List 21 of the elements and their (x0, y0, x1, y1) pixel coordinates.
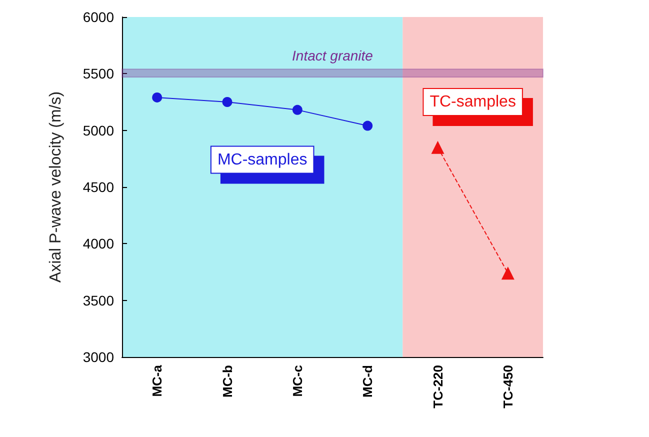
point (292, 104, 302, 115)
y-tick-label: 3500 (82, 292, 114, 308)
band-label: TC-samples (430, 94, 516, 110)
point (152, 92, 162, 102)
band-label: MC-samples (217, 151, 308, 168)
x-tick-label: MC-d (360, 364, 376, 398)
y-tick-label: 3000 (82, 349, 114, 365)
x-tick-label: TC-220 (430, 365, 446, 408)
x-tick-label: TC-450 (500, 365, 516, 408)
band-label: Intact granite (292, 48, 374, 64)
x-tick-label: MC-b (220, 364, 235, 398)
point (222, 97, 232, 107)
x-tick-label: MC-c (290, 365, 305, 397)
y-tick-label: 5500 (82, 66, 114, 82)
y-tick-label: 5000 (82, 122, 114, 138)
y-axis-title: Axial P-wave velocity (m/s) (48, 91, 64, 283)
point (362, 120, 373, 131)
y-tick-label: 4500 (82, 179, 114, 195)
y-tick-label: 6000 (82, 9, 114, 25)
y-tick-label: 4000 (82, 236, 114, 252)
x-tick-label: MC-a (150, 364, 165, 397)
